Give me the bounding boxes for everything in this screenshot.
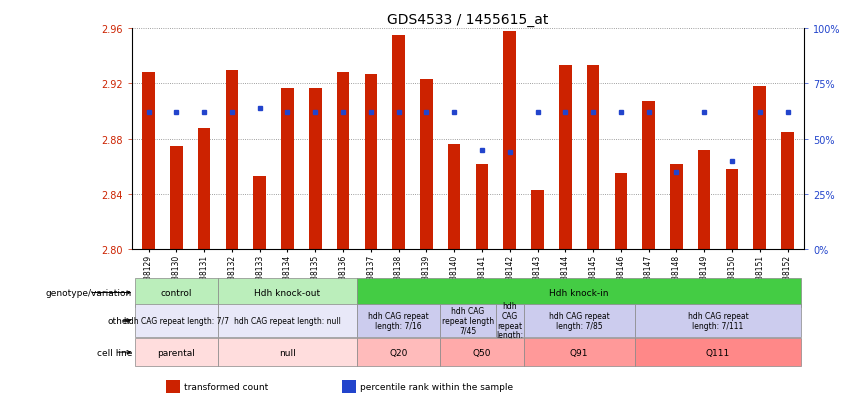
Text: transformed count: transformed count: [184, 382, 268, 391]
Bar: [309, 88, 322, 250]
Text: null: null: [279, 348, 296, 357]
Text: hdh CAG repeat length: 7/7: hdh CAG repeat length: 7/7: [124, 316, 229, 325]
Bar: [559, 66, 572, 250]
Bar: [218, 304, 357, 337]
Bar: [587, 66, 599, 250]
Bar: [476, 164, 488, 250]
Bar: [364, 74, 377, 250]
Text: Hdh knock-out: Hdh knock-out: [254, 288, 321, 297]
Bar: [448, 145, 460, 250]
Bar: [670, 164, 683, 250]
Bar: [165, 380, 180, 393]
Text: parental: parental: [157, 348, 195, 357]
Bar: [726, 170, 738, 250]
Bar: [531, 190, 544, 250]
Bar: [698, 150, 711, 250]
Bar: [357, 304, 440, 337]
Bar: [226, 70, 238, 250]
Bar: [635, 304, 802, 337]
Bar: [781, 133, 794, 250]
Bar: [198, 128, 210, 250]
Bar: [342, 380, 356, 393]
Bar: [281, 88, 294, 250]
Bar: [170, 146, 183, 250]
Bar: [134, 304, 218, 337]
Text: Hdh knock-in: Hdh knock-in: [550, 288, 609, 297]
Bar: [254, 177, 266, 250]
Text: hdh CAG repeat
length: 7/111: hdh CAG repeat length: 7/111: [688, 311, 748, 330]
Text: percentile rank within the sample: percentile rank within the sample: [360, 382, 513, 391]
Bar: [635, 338, 802, 367]
Bar: [218, 278, 357, 307]
Text: hdh CAG
repeat length
7/45: hdh CAG repeat length 7/45: [442, 306, 494, 335]
Bar: [337, 73, 349, 250]
Bar: [218, 338, 357, 367]
Text: Q20: Q20: [390, 348, 408, 357]
Text: hdh CAG repeat
length: 7/16: hdh CAG repeat length: 7/16: [368, 311, 429, 330]
Text: hdh CAG repeat
length: 7/85: hdh CAG repeat length: 7/85: [549, 311, 609, 330]
Text: hdh
CAG
repeat
length:: hdh CAG repeat length:: [496, 301, 523, 339]
Text: Q111: Q111: [706, 348, 730, 357]
Bar: [357, 278, 802, 307]
Text: hdh CAG repeat length: null: hdh CAG repeat length: null: [234, 316, 341, 325]
Bar: [440, 338, 523, 367]
Bar: [134, 278, 218, 307]
Text: other: other: [108, 316, 132, 325]
Text: genotype/variation: genotype/variation: [46, 288, 132, 297]
Title: GDS4533 / 1455615_at: GDS4533 / 1455615_at: [387, 12, 549, 26]
Bar: [614, 174, 627, 250]
Text: control: control: [161, 288, 192, 297]
Bar: [420, 80, 432, 250]
Bar: [523, 338, 635, 367]
Bar: [440, 304, 496, 337]
Bar: [753, 87, 766, 250]
Bar: [643, 102, 655, 250]
Bar: [496, 304, 523, 337]
Bar: [357, 338, 440, 367]
Bar: [392, 36, 405, 250]
Text: Q50: Q50: [472, 348, 491, 357]
Text: Q91: Q91: [570, 348, 588, 357]
Bar: [142, 73, 155, 250]
Bar: [134, 338, 218, 367]
Bar: [523, 304, 635, 337]
Bar: [504, 32, 516, 250]
Text: cell line: cell line: [97, 348, 132, 357]
